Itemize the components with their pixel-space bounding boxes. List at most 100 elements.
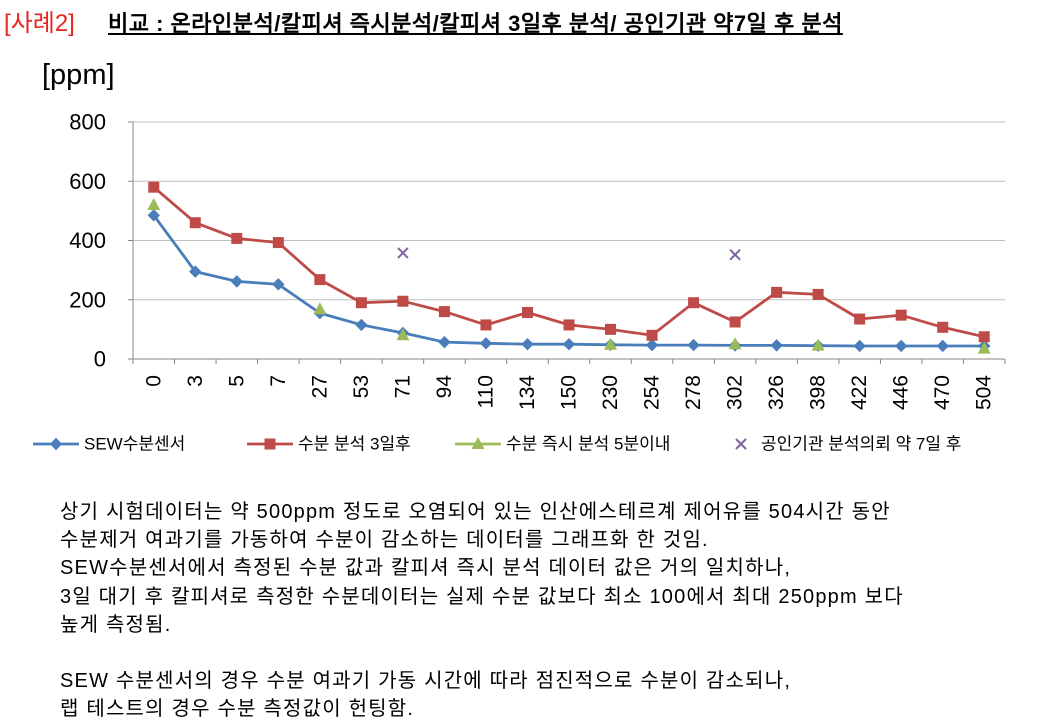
legend-marker — [471, 437, 485, 449]
kf-3day-point — [854, 313, 866, 325]
x-marker-stroke — [735, 438, 747, 450]
notes-line: 수분제거 여과기를 가동하여 수분이 감소하는 데이터를 그래프화 한 것임. — [60, 529, 709, 552]
legend-item-kf-immediate: 수분 즉시 분석 5분이내 — [455, 435, 670, 454]
legend-label: 수분 즉시 분석 5분이내 — [506, 435, 670, 454]
kf-3day-point — [978, 331, 990, 343]
y-tick-label: 600 — [69, 169, 106, 194]
sew-sensor-point — [272, 278, 285, 291]
sew-sensor-point — [936, 339, 949, 353]
legend-marker — [735, 438, 747, 450]
x-tick-label: 302 — [724, 375, 747, 410]
sew-sensor-point — [147, 209, 160, 222]
x-tick-label: 110 — [474, 375, 497, 408]
notes-line: 상기 시험데이터는 약 500ppm 정도로 오염되어 있는 인산에스테르계 제… — [60, 501, 891, 523]
sew-sensor-point — [230, 275, 244, 288]
sew-sensor-point — [189, 265, 202, 278]
x-tick-label: 94 — [433, 375, 456, 399]
notes-line: 3일 대기 후 칼피셔로 측정한 수분데이터는 실제 수분 값보다 최소 100… — [60, 585, 904, 608]
lab-7day-point — [729, 249, 741, 261]
kf-3day-point — [397, 295, 409, 307]
x-tick-label: 7 — [267, 375, 290, 387]
kf-immediate-point — [147, 197, 161, 210]
kf-3day-point — [729, 316, 741, 328]
kf-immediate-point — [396, 328, 410, 341]
x-tick-label: 422 — [848, 375, 871, 410]
sew-sensor-point — [853, 339, 866, 353]
x-tick-label: 71 — [391, 375, 414, 398]
legend-marker — [49, 437, 63, 451]
kf-immediate-point — [811, 338, 825, 351]
sew-sensor-point — [438, 335, 451, 349]
legend-marker — [264, 438, 276, 450]
y-tick-label: 400 — [69, 228, 106, 253]
kf-3day-point — [189, 217, 201, 229]
kf-3day-point — [771, 286, 783, 298]
series-kf-3day — [148, 181, 990, 343]
legend: SEW수분센서 수분 분석 3일후 수분 즉시 분석 5분이내 공인기관 분석의뢰 약… — [33, 435, 961, 454]
kf-3day-point — [521, 306, 533, 318]
case-label: [사례2] — [4, 10, 75, 37]
x-tick-label: 230 — [599, 375, 622, 410]
kf-3day-point — [272, 237, 284, 249]
legend-item-lab-7day: 공인기관 분석의뢰 약 7일 후 — [735, 435, 961, 454]
kf-immediate-point — [977, 341, 991, 354]
notes-line: 높게 측정됨. — [60, 613, 172, 636]
sew-sensor-point — [562, 337, 576, 351]
kf-immediate-point — [604, 337, 618, 350]
kf-3day-point — [646, 329, 658, 341]
sew-sensor-point — [355, 318, 368, 332]
series-lab-7day — [397, 247, 741, 261]
x-marker-stroke — [397, 247, 409, 259]
notes: 상기 시험데이터는 약 500ppm 정도로 오염되어 있는 인산에스테르계 제… — [60, 498, 1045, 724]
kf-3day-point — [355, 297, 367, 309]
x-tick-label: 5 — [225, 375, 248, 387]
kf-3day-point — [895, 309, 907, 321]
sew-sensor-point — [770, 339, 783, 352]
notes-line: SEW 수분센서의 경우 수분 여과기 가동 시간에 따라 점진적으로 수분이 … — [60, 670, 792, 693]
x-marker-stroke — [729, 249, 741, 261]
kf-3day-point — [480, 319, 492, 331]
x-tick-label: 446 — [890, 375, 913, 410]
x-tick-label: 3 — [184, 375, 207, 387]
sew-sensor-point — [479, 337, 493, 350]
series-kf-immediate — [147, 197, 991, 354]
legend-label: 공인기관 분석의뢰 약 7일 후 — [761, 435, 961, 454]
legend-label: SEW수분센서 — [84, 435, 185, 454]
sew-sensor-point — [687, 338, 700, 352]
kf-3day-point — [438, 306, 450, 318]
x-tick-label: 504 — [973, 375, 996, 410]
notes-line: 랩 테스트의 경우 수분 측정값이 헌팅함. — [60, 698, 415, 721]
sew-sensor-point — [894, 339, 908, 353]
kf-3day-point — [688, 297, 700, 309]
x-tick-label: 53 — [350, 375, 373, 398]
legend-label: 수분 분석 3일후 — [298, 435, 411, 454]
x-tick-label: 254 — [641, 375, 664, 410]
kf-3day-point — [314, 274, 326, 286]
x-tick-label: 0 — [142, 375, 165, 387]
kf-3day-point — [605, 323, 617, 335]
x-tick-label: 27 — [308, 375, 331, 398]
legend-item-kf-3day: 수분 분석 3일후 — [247, 435, 411, 454]
gridlines — [133, 121, 1005, 301]
x-tick-label: 398 — [807, 375, 830, 410]
kf-immediate-point — [728, 337, 742, 350]
sew-sensor-point — [645, 338, 659, 352]
notes-paragraph: SEW 수분센서의 경우 수분 여과기 가동 시간에 따라 점진적으로 수분이 … — [60, 667, 1045, 723]
moisture-line-chart: [ppm] 0 200 400 600 800 0 3 5 7 27 53 71 94 110 134 150… — [33, 59, 1006, 454]
x-tick-label: 150 — [558, 375, 581, 410]
y-axis-label: [ppm] — [42, 59, 115, 91]
kf-3day-point — [812, 288, 824, 300]
y-tick-label: 200 — [69, 287, 106, 312]
y-tick-label: 0 — [94, 347, 106, 372]
legend-item-sew-sensor: SEW수분센서 — [33, 435, 185, 454]
slide-title: 비교 : 온라인분석/칼피셔 즉시분석/칼피셔 3일후 분석/ 공인기관 약7일… — [108, 11, 843, 36]
kf-3day-point — [231, 232, 243, 244]
kf-3day-point — [937, 321, 949, 333]
sew-sensor-point — [521, 337, 534, 351]
notes-line: SEW수분센서에서 측정된 수분 값과 칼피셔 즉시 분석 데이터 값은 거의 … — [60, 557, 792, 580]
x-tick-label: 278 — [682, 375, 705, 410]
notes-paragraph: 상기 시험데이터는 약 500ppm 정도로 오염되어 있는 인산에스테르계 제… — [60, 498, 1045, 639]
x-tick-label: 134 — [516, 375, 539, 410]
kf-3day-point — [563, 319, 575, 331]
kf-3day-point — [148, 181, 160, 193]
